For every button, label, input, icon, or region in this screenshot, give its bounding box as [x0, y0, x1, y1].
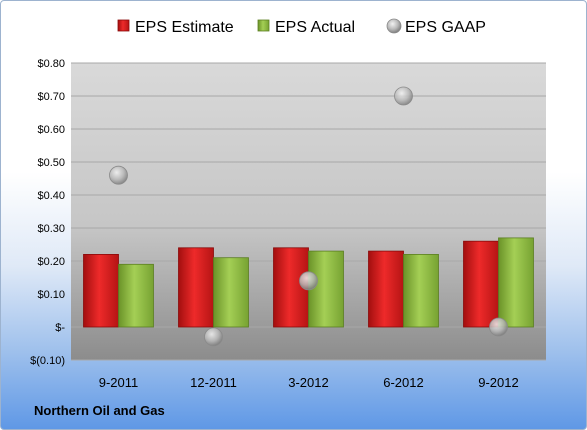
bar-eps-estimate — [83, 253, 119, 328]
legend-swatch — [386, 18, 402, 34]
x-tick-label: 12-2011 — [190, 375, 237, 390]
legend-label: EPS Actual — [275, 19, 355, 36]
y-tick-label: $0.10 — [37, 289, 65, 301]
x-axis: 9-2011 12-2011 3-2012 6-2012 9-2012 — [99, 375, 519, 390]
y-tick-label: $0.70 — [37, 91, 65, 103]
legend-swatch — [257, 19, 270, 32]
gaap-markers — [109, 86, 508, 347]
legend-label: EPS GAAP — [405, 19, 486, 36]
marker-eps-gaap — [489, 317, 508, 337]
marker-eps-gaap — [394, 86, 413, 106]
y-tick-label: $0.60 — [37, 124, 65, 136]
bars — [83, 237, 534, 328]
bar-eps-actual — [213, 257, 249, 328]
legend-label: EPS Estimate — [135, 19, 234, 36]
marker-eps-gaap — [109, 165, 128, 185]
x-tick-label: 6-2012 — [383, 375, 423, 390]
bar-eps-actual — [118, 263, 154, 328]
y-tick-label: $- — [55, 322, 65, 334]
bar-eps-actual — [498, 237, 534, 328]
legend-swatch — [117, 19, 130, 32]
y-tick-label: $0.30 — [37, 223, 65, 235]
y-tick-label: $0.20 — [37, 256, 65, 268]
bar-eps-estimate — [368, 250, 404, 328]
x-tick-label: 3-2012 — [288, 375, 328, 390]
bar-eps-actual — [308, 250, 344, 328]
y-tick-label: $(0.10) — [30, 355, 65, 367]
y-axis: $0.80 $0.70 $0.60 $0.50 $0.40 $0.30 $0.20 $0.10… — [30, 58, 65, 367]
legend: EPS Estimate EPS Actual EPS GAAP — [117, 18, 486, 36]
bar-eps-estimate — [463, 240, 499, 328]
x-tick-label: 9-2012 — [478, 375, 518, 390]
marker-eps-gaap — [204, 327, 223, 347]
y-tick-label: $0.80 — [37, 58, 65, 70]
bar-eps-actual — [403, 253, 439, 328]
bar-eps-estimate — [178, 247, 214, 328]
y-tick-label: $0.40 — [37, 190, 65, 202]
x-tick-label: 9-2011 — [99, 375, 139, 390]
company-name: Northern Oil and Gas — [34, 403, 165, 418]
marker-eps-gaap — [299, 271, 318, 291]
y-tick-label: $0.50 — [37, 157, 65, 169]
